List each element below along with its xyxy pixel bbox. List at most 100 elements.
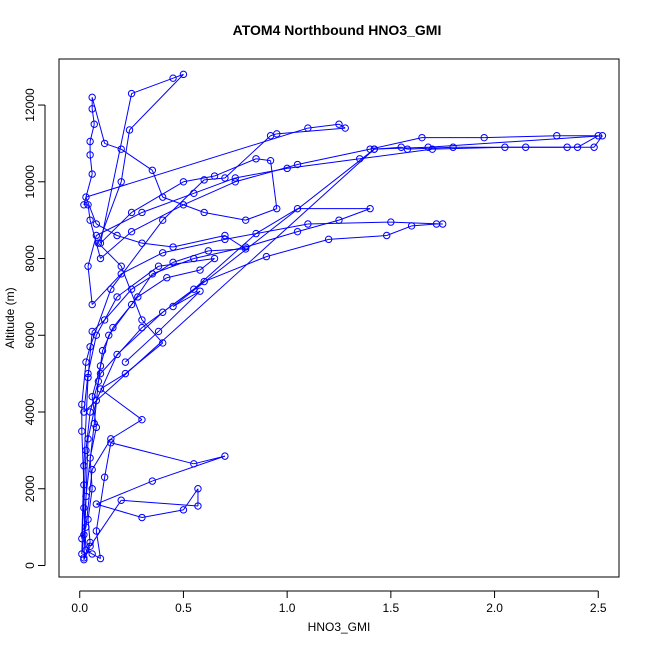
data-point [190,460,198,468]
data-point [370,145,378,153]
data-point [84,262,92,270]
series-line-segment [96,503,143,519]
x-tick-label: 0.5 [175,601,192,615]
data-point [148,270,157,278]
series-line-segment [83,450,87,508]
data-point [241,216,250,224]
data-point [121,369,130,378]
data-point [154,327,163,336]
series-line-segment [307,221,391,225]
data-point [127,227,136,236]
series-line-segment [131,273,153,305]
series-line-segment [307,123,340,129]
data-point [293,160,302,169]
data-point [407,222,416,230]
series-line-segment [328,235,387,240]
series-line-segment [91,553,101,560]
series-line-segment [110,419,143,440]
data-point [573,143,582,151]
data-point [92,527,101,535]
series-line-segment [83,173,93,205]
series-line-segment [152,455,226,482]
data-point [194,485,202,493]
series-line-segment [204,211,246,221]
data-point [221,235,229,244]
data-point [96,385,105,393]
series-line-segment [131,204,184,233]
y-tick-label: 12000 [23,88,37,122]
data-point [134,293,142,301]
x-tick-label: 2.5 [590,601,607,615]
data-point [190,189,198,197]
series-line-segment [120,148,153,171]
data-point [159,249,167,257]
data-point [125,126,134,134]
series-line-segment [270,160,278,209]
data-point [78,534,86,543]
y-tick-label: 4000 [23,398,37,425]
data-point [148,166,157,174]
chart-title: ATOM4 Northbound HNO3_GMI [233,22,442,38]
data-point [590,143,598,151]
series-line-segment [172,73,184,79]
data-point [84,201,92,209]
x-tick-label: 2.0 [486,601,503,615]
series-line-segment [129,74,184,131]
series-line-segment [235,164,298,183]
x-tick-label: 1.5 [383,601,400,615]
series-line-segment [141,319,164,344]
data-point [383,231,391,240]
series-line-segment [214,158,257,177]
data-point [210,254,219,263]
data-point [148,477,157,485]
data-point [113,231,121,240]
data-point [86,137,94,146]
data-point [221,174,229,182]
data-point [335,120,343,128]
data-point [190,254,198,263]
y-tick-label: 0 [23,562,37,569]
data-point [84,435,92,443]
series-line-segment [255,208,298,235]
data-point [117,145,125,153]
series-line-segment [97,181,122,244]
data-point [82,492,90,501]
series-line-segment [208,248,246,252]
data-point [109,323,117,332]
data-point [117,262,125,270]
data-point [92,231,101,240]
data-point [501,143,509,151]
data-point [107,285,115,293]
data-point [159,308,167,316]
data-point [82,523,90,531]
series-line-segment [85,411,91,451]
series-line-segment [287,158,360,169]
series-line-segment [89,220,101,259]
series-line-segment [166,269,201,279]
data-point [480,133,488,142]
series-line-segment [374,146,429,150]
series-line-segment [83,377,89,466]
series-line-segment [183,181,236,206]
series-line-segment [87,204,91,221]
data-point [100,139,109,148]
x-tick-label: 0.0 [71,601,88,615]
series-line-segment [172,290,201,307]
data-point [428,145,437,153]
y-tick-label: 6000 [23,322,37,349]
data-point [210,172,219,180]
data-point [196,266,204,274]
data-point [92,331,101,339]
series-line-segment [577,135,599,148]
data-point [194,502,202,510]
data-point [449,143,457,151]
data-point [563,143,571,151]
series-line-segment [428,135,603,148]
series-line-segment [112,296,139,328]
data-point [439,220,447,228]
series-line-segment [224,135,271,179]
data-point [100,316,109,324]
data-point [84,369,92,378]
data-point [159,339,167,347]
series-line-segment [193,177,236,194]
